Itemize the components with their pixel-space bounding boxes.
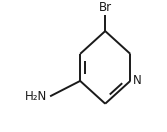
Text: Br: Br xyxy=(99,1,112,14)
Text: H₂N: H₂N xyxy=(25,90,48,103)
Text: N: N xyxy=(133,74,141,87)
